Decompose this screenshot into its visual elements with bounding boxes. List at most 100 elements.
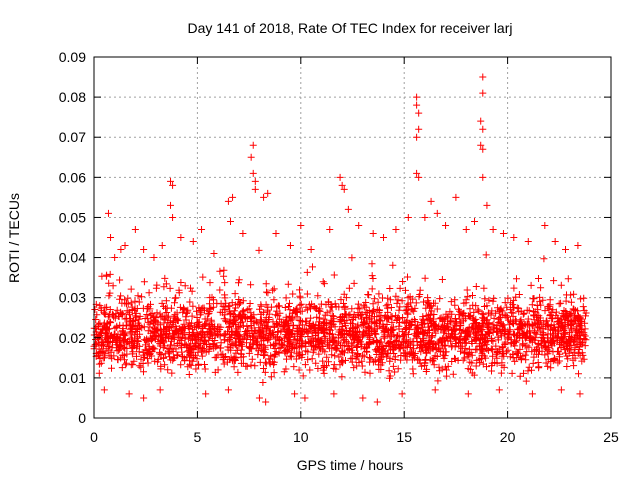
data-point	[336, 173, 344, 181]
data-point	[398, 390, 406, 398]
y-tick-label: 0.01	[59, 370, 86, 386]
y-tick-label: 0.06	[59, 169, 86, 185]
data-point	[359, 394, 367, 402]
data-point	[224, 197, 232, 205]
data-point	[198, 225, 206, 233]
data-point	[226, 217, 234, 225]
data-point	[462, 225, 470, 233]
data-point	[541, 221, 549, 229]
data-point	[150, 254, 158, 262]
data-point	[421, 213, 429, 221]
data-point	[340, 185, 348, 193]
y-tick-label: 0.04	[59, 250, 86, 266]
data-point	[224, 386, 232, 394]
data-point	[326, 225, 334, 233]
data-point	[464, 390, 472, 398]
data-point	[291, 390, 299, 398]
data-point	[297, 221, 305, 229]
chart-title: Day 141 of 2018, Rate Of TEC Index for r…	[187, 20, 512, 36]
data-point	[260, 193, 268, 201]
x-tick-label: 5	[194, 429, 202, 445]
data-point-band	[90, 246, 590, 386]
y-tick-label: 0.03	[59, 290, 86, 306]
data-point	[415, 125, 423, 133]
data-point	[413, 169, 421, 177]
data-point	[413, 93, 421, 101]
data-point	[249, 141, 257, 149]
x-tick-label: 15	[396, 429, 412, 445]
data-point	[286, 242, 294, 250]
data-point	[562, 246, 570, 254]
data-point	[177, 234, 185, 241]
data-point	[117, 246, 125, 254]
data-point	[167, 201, 175, 209]
data-point	[479, 73, 487, 81]
data-point	[499, 229, 507, 237]
axis-ticks	[93, 56, 612, 419]
y-tick-label: 0.05	[59, 209, 86, 225]
x-tick-label: 10	[293, 429, 309, 445]
y-axis-label: ROTI / TECUs	[6, 193, 22, 283]
data-point	[189, 238, 197, 246]
data-point	[415, 173, 423, 181]
data-point	[140, 394, 148, 402]
data-point	[442, 221, 450, 229]
data-point	[551, 238, 559, 246]
data-point	[479, 173, 487, 181]
data-point	[169, 213, 177, 221]
data-point	[576, 390, 584, 398]
data-point	[169, 181, 177, 189]
data-point	[100, 386, 108, 394]
data-point	[121, 242, 129, 250]
data-point	[125, 390, 133, 398]
data-point	[415, 109, 423, 117]
x-tick-label: 25	[603, 429, 619, 445]
y-tick-label: 0.02	[59, 330, 86, 346]
y-tick-label: 0.09	[59, 49, 86, 65]
data-points	[90, 73, 590, 406]
data-point	[210, 250, 218, 258]
data-point	[355, 221, 363, 229]
data-point	[479, 145, 487, 153]
data-point	[167, 177, 175, 185]
plot-frame	[93, 56, 612, 419]
data-point	[477, 117, 485, 125]
data-point	[202, 390, 210, 398]
x-tick-label: 20	[500, 429, 516, 445]
data-point	[330, 390, 338, 398]
data-point	[262, 398, 270, 406]
data-point	[272, 229, 280, 237]
data-point	[104, 209, 112, 217]
x-tick-label: 0	[90, 429, 98, 445]
data-point	[413, 133, 421, 141]
data-point	[528, 390, 536, 398]
data-point	[557, 386, 565, 394]
data-point	[301, 394, 309, 402]
data-point	[392, 225, 400, 233]
data-point	[433, 209, 441, 217]
data-point	[344, 205, 352, 213]
data-point	[158, 242, 166, 250]
data-point	[247, 153, 255, 161]
data-point	[251, 185, 259, 193]
axis-tick-labels: 0 0.01 0.02 0.03 0.04 0.05 0.06 0.07 0.08 0.09 0 5 1…	[59, 49, 619, 445]
data-point	[479, 89, 487, 97]
x-axis-label: GPS time / hours	[297, 457, 404, 473]
data-point	[131, 225, 139, 233]
data-point	[413, 101, 421, 109]
data-point	[249, 169, 257, 177]
y-tick-label: 0.08	[59, 89, 86, 105]
data-point	[495, 386, 503, 394]
data-point	[369, 229, 377, 237]
data-point	[452, 193, 460, 201]
data-point	[427, 197, 435, 205]
data-point	[510, 234, 518, 241]
data-point	[477, 141, 485, 149]
data-point	[483, 201, 491, 209]
data-point	[307, 246, 315, 254]
data-point	[239, 229, 247, 237]
data-point	[479, 125, 487, 133]
data-point	[156, 386, 164, 394]
